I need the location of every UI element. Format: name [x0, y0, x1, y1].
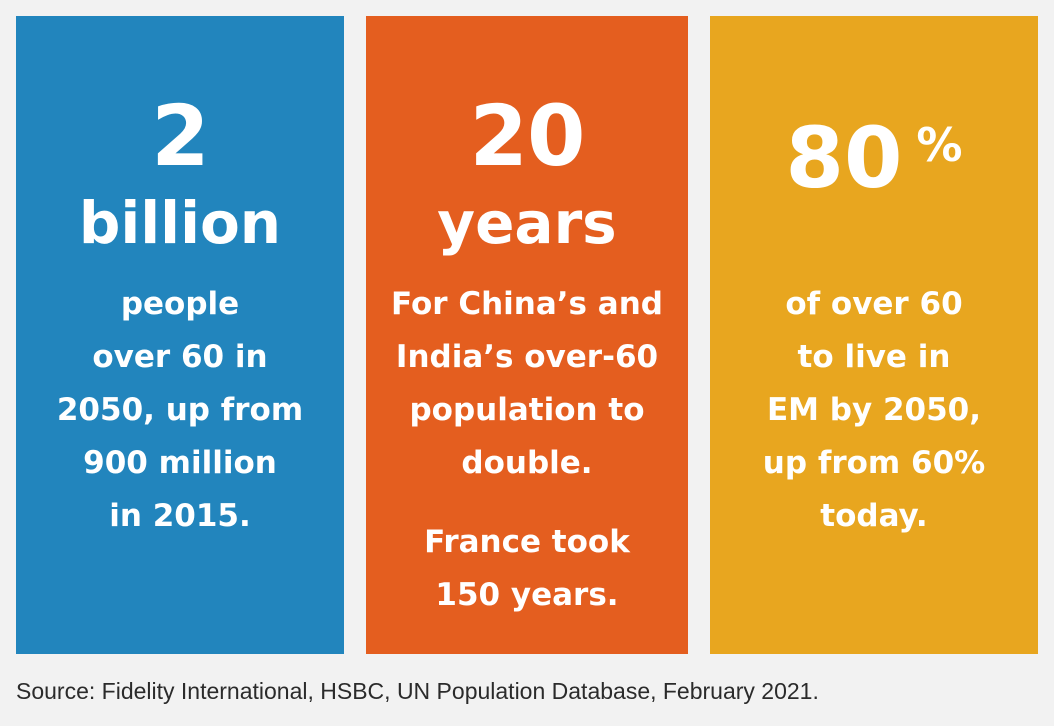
stat-unit: years — [437, 189, 617, 257]
stat-card-doubling-time: 20 years For China’s and India’s over-60… — [366, 16, 688, 654]
stat-percent-heading: 80% — [710, 116, 1038, 200]
stat-description: people over 60 in 2050, up from 900 mill… — [56, 286, 304, 534]
stat-number: 80 — [785, 109, 903, 207]
stat-card-em-share: 80% of over 60 to live in EM by 2050, up… — [710, 16, 1038, 654]
stat-note: France took 150 years. — [424, 524, 630, 613]
stat-description: For China’s and India’s over-60 populati… — [391, 286, 663, 481]
stat-description: of over 60 to live in EM by 2050, up fro… — [762, 286, 986, 534]
stat-number: 2 — [151, 87, 209, 185]
stat-number: 20 — [469, 87, 586, 185]
percent-sign: % — [916, 118, 963, 172]
source-note: Source: Fidelity International, HSBC, UN… — [16, 678, 819, 704]
stat-card-population: 2 billion people over 60 in 2050, up fro… — [16, 16, 344, 654]
stat-unit: billion — [78, 189, 282, 257]
